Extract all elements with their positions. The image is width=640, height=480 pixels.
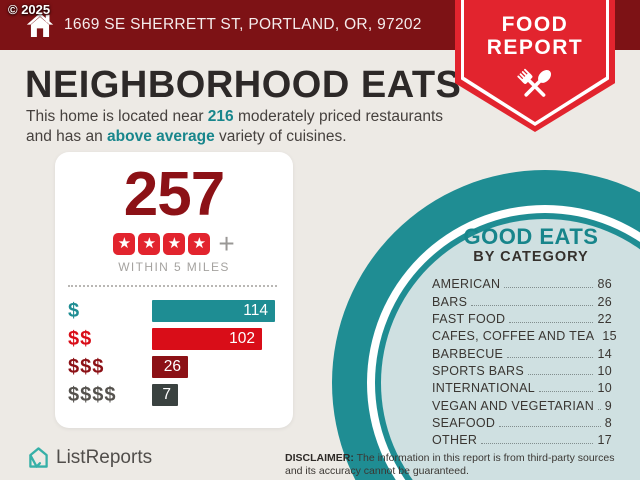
category-label: INTERNATIONAL [432, 381, 535, 396]
dotted-leader [507, 356, 594, 358]
home-icon [26, 12, 54, 37]
listreports-logo: ListReports [28, 446, 152, 469]
disclaimer-label: DISCLAIMER: [285, 452, 354, 464]
radius-label: WITHIN 5 MILES [118, 260, 230, 274]
category-label: FAST FOOD [432, 312, 506, 327]
category-count: 8 [604, 416, 612, 431]
price-bar-row: $$ 102 [68, 328, 293, 350]
category-row: OTHER 17 [432, 430, 612, 447]
category-label: BARBECUE [432, 346, 504, 361]
price-level-label: $$ [68, 327, 93, 350]
bar-value: 26 [163, 358, 181, 375]
category-row: SEAFOOD 8 [432, 413, 612, 430]
bar-value: 114 [243, 302, 268, 319]
subtitle-text: moderately priced restaurants and has an [26, 108, 444, 146]
category-label: SEAFOOD [432, 416, 496, 431]
dotted-leader [598, 408, 601, 410]
category-count: 9 [604, 398, 612, 413]
category-label: BARS [432, 294, 468, 309]
subtitle-text: This home is located near [26, 108, 208, 125]
dotted-divider [68, 285, 277, 287]
category-count: 86 [597, 277, 612, 292]
total-restaurants-number: 257 [123, 160, 225, 229]
disclaimer-text: The information in this report is from t… [285, 452, 615, 478]
price-level-label: $$$ [68, 355, 105, 378]
above-average-highlight: above average [107, 128, 215, 146]
price-level-label: $$$$ [68, 383, 117, 406]
price-bar-row: $$$$ 7 [68, 384, 293, 406]
star-icon: ★ [163, 233, 186, 255]
category-count: 22 [597, 312, 612, 327]
star-icon: ★ [188, 233, 211, 255]
subtitle-text: variety of cuisines. [214, 128, 347, 146]
good-eats-panel: GOOD EATS BY CATEGORY AMERICAN 86 BARS 26 … [432, 224, 617, 448]
good-eats-subtitle: BY CATEGORY [473, 249, 589, 265]
price-bar: 102 [152, 328, 262, 350]
page-subtitle: This home is located near 216 moderately… [26, 107, 458, 148]
crossed-spoon-fork-icon [517, 68, 552, 97]
star-icon: ★ [113, 233, 136, 255]
category-count: 26 [597, 294, 612, 309]
category-row: VEGAN AND VEGETARIAN 9 [432, 395, 612, 413]
property-address: 1669 SE SHERRETT ST, PORTLAND, OR, 97202 [64, 16, 422, 33]
category-count: 15 [602, 329, 617, 344]
category-row: BARBECUE 14 [432, 343, 612, 361]
category-row: BARS 26 [432, 291, 612, 309]
category-count: 10 [597, 381, 612, 396]
badge-title-line2: REPORT [486, 36, 584, 59]
price-level-label: $ [68, 299, 81, 322]
category-count: 17 [597, 433, 612, 448]
food-report-badge: FOOD REPORT [455, 0, 615, 132]
restaurant-count-highlight: 216 [207, 108, 234, 125]
disclaimer: DISCLAIMER: The information in this repo… [285, 452, 633, 478]
dotted-leader [527, 374, 594, 376]
dotted-leader [481, 443, 594, 445]
category-label: SPORTS BARS [432, 364, 524, 379]
bar-value: 7 [162, 386, 171, 403]
price-bar: 7 [152, 384, 178, 406]
category-row: AMERICAN 86 [432, 274, 612, 291]
price-bar: 114 [152, 300, 275, 322]
category-count: 14 [597, 346, 612, 361]
category-row: FAST FOOD 22 [432, 309, 612, 326]
price-level-bar-chart: $ 114 $$ 102 $$$ 26 $$$$ 7 [55, 300, 293, 406]
badge-title-line1: FOOD [501, 13, 569, 36]
category-list: AMERICAN 86 BARS 26 FAST FOOD 22 CAFES, COF… [432, 274, 617, 447]
category-label: CAFES, COFFEE AND TEA [432, 329, 595, 344]
dotted-leader [499, 426, 601, 428]
category-row: INTERNATIONAL 10 [432, 378, 612, 395]
star-rating: ★ ★ ★ ★ + [55, 228, 293, 259]
price-bar-row: $$$ 26 [68, 356, 293, 378]
bar-value: 102 [229, 330, 255, 347]
dotted-leader [471, 304, 594, 306]
brand-name: ListReports [56, 446, 153, 468]
plus-sign: + [218, 228, 235, 259]
category-label: AMERICAN [432, 277, 501, 292]
category-count: 10 [597, 364, 612, 379]
price-bar-row: $ 114 [68, 300, 293, 322]
good-eats-title: GOOD EATS [463, 224, 599, 249]
dotted-leader [504, 287, 594, 289]
copyright-text: © 2025 [8, 2, 51, 17]
restaurant-stats-card: 257 ★ ★ ★ ★ + WITHIN 5 MILES $ 114 $$ 10… [55, 152, 293, 428]
star-icon: ★ [138, 233, 161, 255]
category-row: CAFES, COFFEE AND TEA 15 [432, 326, 617, 344]
page-title: NEIGHBORHOOD EATS [25, 64, 462, 106]
category-label: VEGAN AND VEGETARIAN [432, 398, 595, 413]
dotted-leader [538, 391, 594, 393]
listreports-house-icon [29, 447, 48, 468]
category-label: OTHER [432, 433, 478, 448]
price-bar: 26 [152, 356, 188, 378]
dotted-leader [509, 322, 594, 324]
category-row: SPORTS BARS 10 [432, 361, 612, 378]
